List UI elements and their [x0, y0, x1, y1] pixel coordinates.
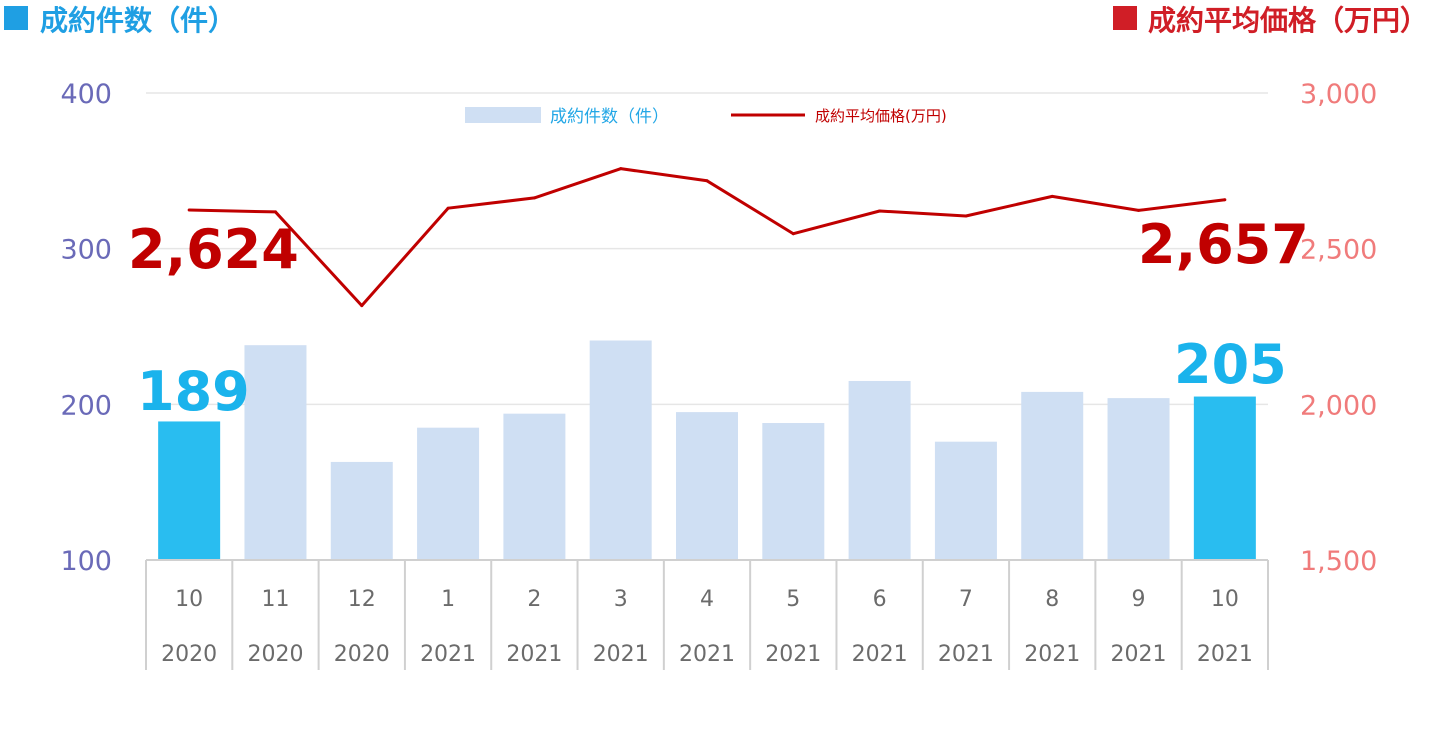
- x-tick-year: 2020: [161, 642, 217, 667]
- end-count-callout: 205: [1174, 333, 1287, 396]
- bar-7: [762, 423, 825, 560]
- x-tick-month: 7: [959, 587, 973, 612]
- y-axis-right: 1,500 2,000 2,500 3,000: [1300, 79, 1377, 577]
- price-point-9: [964, 214, 968, 218]
- right-title-marker: [1113, 6, 1137, 30]
- bar-3: [417, 427, 480, 560]
- y-axis-left: 100 200 300 400: [60, 79, 112, 577]
- x-tick-year: 2021: [852, 642, 908, 667]
- price-point-3: [446, 206, 450, 210]
- bar-2: [330, 461, 393, 560]
- x-tick-year: 2021: [506, 642, 562, 667]
- bar-5: [589, 340, 652, 560]
- y-right-tick-label: 2,500: [1300, 235, 1377, 266]
- x-tick-month: 6: [873, 587, 887, 612]
- x-tick-year: 2021: [938, 642, 994, 667]
- x-tick-month: 12: [348, 587, 376, 612]
- bar-series: [158, 340, 1256, 560]
- price-point-8: [878, 209, 882, 213]
- x-tick-month: 1: [441, 587, 455, 612]
- price-point-11: [1137, 208, 1141, 212]
- x-tick-year: 2020: [247, 642, 303, 667]
- x-tick-month: 3: [614, 587, 628, 612]
- x-tick-month: 4: [700, 587, 714, 612]
- left-axis-title: 成約件数（件）: [40, 4, 236, 37]
- price-point-4: [532, 196, 536, 200]
- y-right-tick-label: 1,500: [1300, 546, 1377, 577]
- x-tick-month: 10: [1211, 587, 1239, 612]
- legend-line-label: 成約平均価格(万円): [815, 107, 947, 125]
- legend-bar-label: 成約件数（件）: [550, 107, 669, 127]
- bar-11: [1107, 398, 1170, 560]
- y-right-tick-label: 3,000: [1300, 79, 1377, 110]
- left-title-marker: [4, 6, 28, 30]
- bar-0: [158, 421, 221, 560]
- bar-9: [934, 441, 997, 560]
- y-left-tick-label: 400: [60, 79, 112, 110]
- x-tick-month: 2: [527, 587, 541, 612]
- price-point-12: [1223, 198, 1227, 202]
- bar-4: [503, 413, 566, 560]
- price-point-6: [705, 179, 709, 183]
- x-axis: 10 2020 11 2020 12 2020 1 2021 2 2021 3 2021 4 2021 5 2…: [145, 559, 1269, 670]
- price-line: [189, 167, 1226, 308]
- bar-12: [1193, 396, 1256, 560]
- bar-10: [1021, 391, 1084, 560]
- start-count-callout: 189: [137, 360, 250, 423]
- y-left-tick-label: 200: [60, 390, 112, 421]
- end-price-callout: 2,657: [1138, 213, 1309, 276]
- right-axis-title: 成約平均価格（万円）: [1148, 4, 1428, 37]
- price-point-5: [619, 167, 623, 171]
- x-tick-year: 2020: [334, 642, 390, 667]
- x-tick-month: 9: [1132, 587, 1146, 612]
- bar-8: [848, 380, 911, 560]
- line-series: [187, 167, 1227, 308]
- x-tick-year: 2021: [420, 642, 476, 667]
- y-right-tick-label: 2,000: [1300, 390, 1377, 421]
- x-tick-month: 8: [1045, 587, 1059, 612]
- legend-bar-swatch: [465, 107, 541, 123]
- y-left-tick-label: 300: [60, 235, 112, 266]
- price-point-7: [791, 232, 795, 236]
- price-point-10: [1050, 194, 1054, 198]
- gridlines: [146, 92, 1268, 406]
- start-price-callout: 2,624: [128, 218, 299, 281]
- x-tick-year: 2021: [593, 642, 649, 667]
- price-point-2: [360, 304, 364, 308]
- price-point-1: [273, 210, 277, 214]
- x-tick-year: 2021: [1197, 642, 1253, 667]
- bar-6: [676, 412, 738, 560]
- y-left-tick-label: 100: [60, 546, 112, 577]
- x-tick-year: 2021: [1111, 642, 1167, 667]
- x-tick-month: 10: [175, 587, 203, 612]
- bar-1: [244, 345, 307, 560]
- x-tick-month: 11: [261, 587, 289, 612]
- x-tick-year: 2021: [679, 642, 735, 667]
- price-point-0: [187, 208, 191, 212]
- x-tick-year: 2021: [765, 642, 821, 667]
- x-tick-year: 2021: [1024, 642, 1080, 667]
- x-tick-month: 5: [786, 587, 800, 612]
